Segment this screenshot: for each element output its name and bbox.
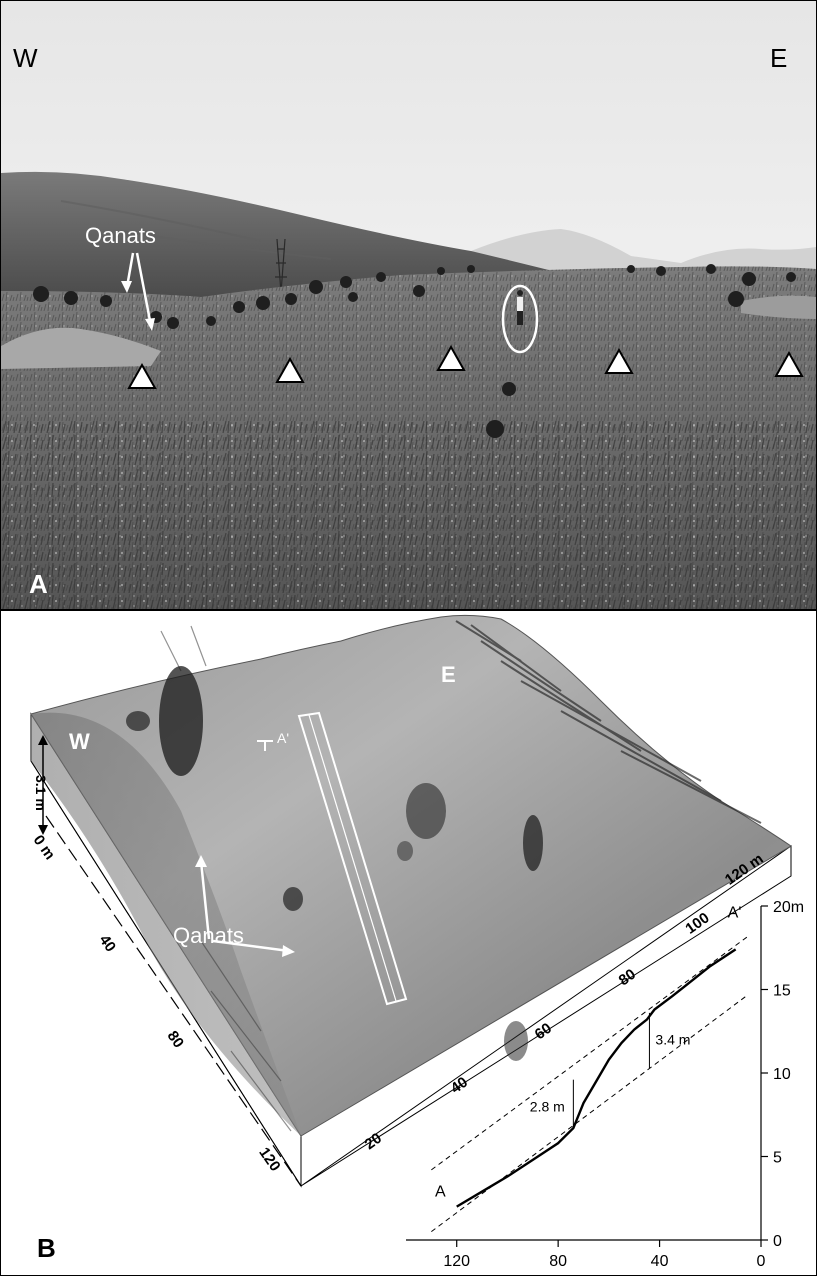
profile-start-label: A (435, 1184, 446, 1201)
photo-graphic (1, 1, 816, 611)
section-end-marker: A' (277, 730, 290, 746)
east-label: E (770, 43, 788, 73)
profile-line (456, 948, 737, 1208)
profile-x-tick-label: 120 (443, 1253, 470, 1270)
qanats-label: Qanats (85, 223, 156, 248)
profile-y-tick-label: 10 (773, 1066, 791, 1083)
profile-y-tick-label: 0 (773, 1233, 782, 1250)
dem-qanats-label: Qanats (173, 923, 244, 948)
dem-panel: 120 80 40 0 0 5 10 15 20m 2.8 m 3.4 m A A' W E Qanat… (1, 611, 816, 1275)
landscape-photo: W E Qanats A (1, 1, 816, 611)
profile-x-tick-label: 0 (757, 1253, 766, 1270)
profile-y-tick-label: 20m (773, 899, 804, 916)
panel-a-label: A (29, 569, 48, 599)
profile-reference-line-upper (431, 935, 749, 1171)
panel-b-label: B (37, 1233, 56, 1263)
dem-west-label: W (69, 729, 90, 754)
offset-label-2: 3.4 m (655, 1032, 690, 1048)
profile-y-tick-label: 15 (773, 983, 791, 1000)
profile-y-tick-label: 5 (773, 1150, 782, 1167)
profile-x-tick-label: 80 (549, 1253, 567, 1270)
profile-x-tick-label: 40 (651, 1253, 669, 1270)
west-label: W (13, 43, 38, 73)
dem-graphic: 120 80 40 00 5 10 15 20m 2.8 m 3.4 m A A' (30, 614, 804, 1270)
offset-label-1: 2.8 m (530, 1098, 565, 1114)
section-start-marker: A (457, 1155, 467, 1171)
dem-east-label: E (441, 662, 456, 687)
profile-chart: 120 80 40 00 5 10 15 20m 2.8 m 3.4 m A A' (406, 899, 804, 1270)
relief-scale-label: 3.1 m (33, 775, 49, 811)
profile-reference-line-lower (431, 994, 749, 1233)
profile-end-label: A' (728, 905, 742, 922)
